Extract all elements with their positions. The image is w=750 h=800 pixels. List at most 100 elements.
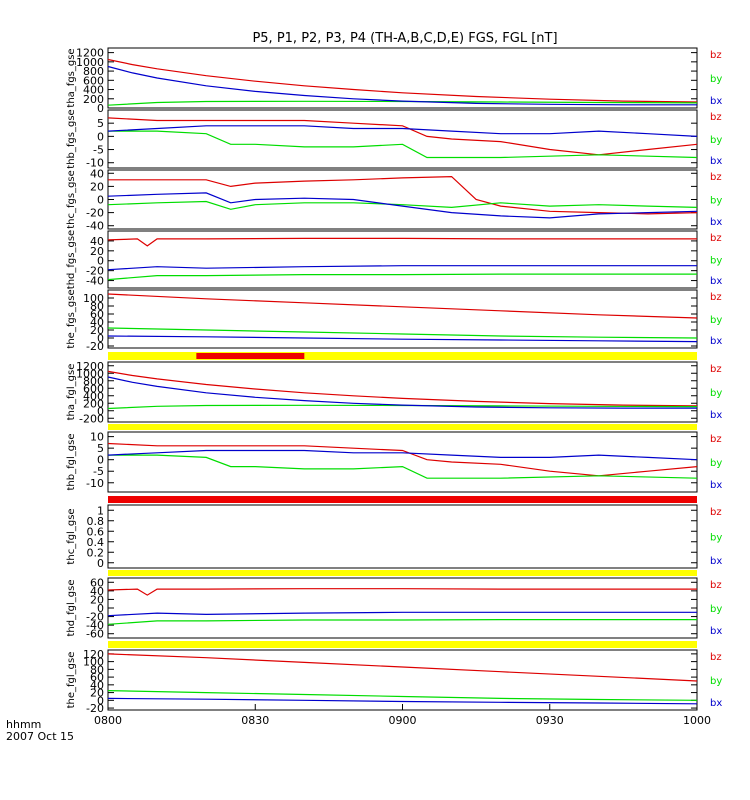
legend-bx: bx [710,698,722,709]
y-tick-label: 1000 [76,56,104,69]
legend-bx: bx [710,156,722,167]
y-tick-label: 60 [90,308,104,321]
series-bz [107,442,698,477]
x-tick-label: 0800 [94,714,122,727]
y-tick-label: 400 [83,84,104,97]
legend-bz: bz [710,292,722,303]
panel-frame [107,47,698,109]
legend-bz: bz [710,507,722,518]
y-tick-label: -10 [86,157,104,170]
y-tick-label: 1200 [76,360,104,373]
panel-frame [107,361,698,423]
y-axis-label: thc_fgl_gse [66,508,77,564]
y-tick-label: 0.4 [87,536,105,549]
y-tick-label: 0 [97,332,104,345]
y-axis-label: thc_fgs_gse [66,170,77,229]
legend-bz: bz [710,580,722,591]
y-tick-label: 0 [97,694,104,707]
y-axis-label: thb_fgs_gse [66,109,77,168]
panel-frame [107,431,698,493]
panel-frame [107,504,698,569]
y-tick-label: 20 [90,324,104,337]
series-bz [107,588,697,596]
y-tick-label: 1 [97,504,104,517]
legend-by: by [710,533,722,544]
legend-bz: bz [710,652,722,663]
series-bz [108,175,698,215]
y-tick-label: 0 [97,102,104,115]
y-tick-label: 40 [90,316,104,329]
legend-bx: bx [710,96,722,107]
series-by [108,454,698,479]
series-bz [107,293,698,319]
series-bx [107,65,697,106]
legend-by: by [710,604,722,615]
legend-by: by [710,676,722,687]
legend-bx: bx [710,556,722,567]
y-tick-label: -10 [86,477,104,490]
series-by [107,404,698,410]
status-bar-segment [196,353,305,359]
y-tick-label: 20 [90,687,104,700]
x-tick-label: 0930 [536,714,564,727]
series-bx [107,611,697,617]
series-by [107,618,697,625]
x-tick-label: 0830 [241,714,269,727]
series-bx [107,376,697,409]
y-tick-label: -20 [86,265,104,278]
x-tick-label: 0900 [389,714,417,727]
y-tick-label: 0 [97,602,104,615]
legend-bx: bx [710,626,722,637]
y-tick-label: -20 [86,340,104,353]
y-tick-label: 800 [83,65,104,78]
y-tick-label: 0 [97,194,104,207]
y-tick-label: 0 [97,454,104,467]
series-by [107,327,698,339]
y-tick-label: 5 [97,117,104,130]
y-tick-label: 0.6 [87,525,105,538]
legend-bx: bx [710,217,722,228]
y-tick-label: 10 [90,431,104,444]
y-tick-label: 20 [90,180,104,193]
legend-bz: bz [710,434,722,445]
y-tick-label: 0 [97,557,104,570]
series-bx [107,192,698,219]
y-tick-label: -20 [86,207,104,220]
series-bz [107,58,698,103]
y-tick-label: 40 [90,235,104,248]
status-bar [108,641,697,648]
panel-thc_fgl_gse: 10.80.60.40.20 thc_fgl_gse bz by bx [66,504,722,570]
legend-bz: bz [710,172,722,183]
y-tick-label: 60 [90,671,104,684]
y-tick-label: -40 [86,619,104,632]
y-tick-label: -20 [86,611,104,624]
legend-bz: bz [710,50,722,61]
legend-by: by [710,74,722,85]
legend-bz: bz [710,112,722,123]
time-axis: 0800 0830 0900 0930 1000 [94,704,711,727]
series-by [107,100,698,106]
y-tick-label: 100 [83,656,104,669]
y-tick-label: 40 [90,167,104,180]
series-bz [107,653,698,682]
y-axis-label: the_fgl_gse [66,652,77,709]
legend-by: by [710,388,722,399]
legend-bx: bx [710,410,722,421]
y-tick-label: 80 [90,663,104,676]
legend-bz: bz [710,364,722,375]
y-tick-label: 400 [83,390,104,403]
y-tick-label: 5 [97,442,104,455]
status-bars [108,352,697,648]
series-bx [107,125,698,137]
status-bar [108,496,697,503]
status-bar-fill [108,496,697,503]
status-bar-fill [108,424,697,430]
series-bx [107,449,698,461]
series-by [107,690,698,701]
